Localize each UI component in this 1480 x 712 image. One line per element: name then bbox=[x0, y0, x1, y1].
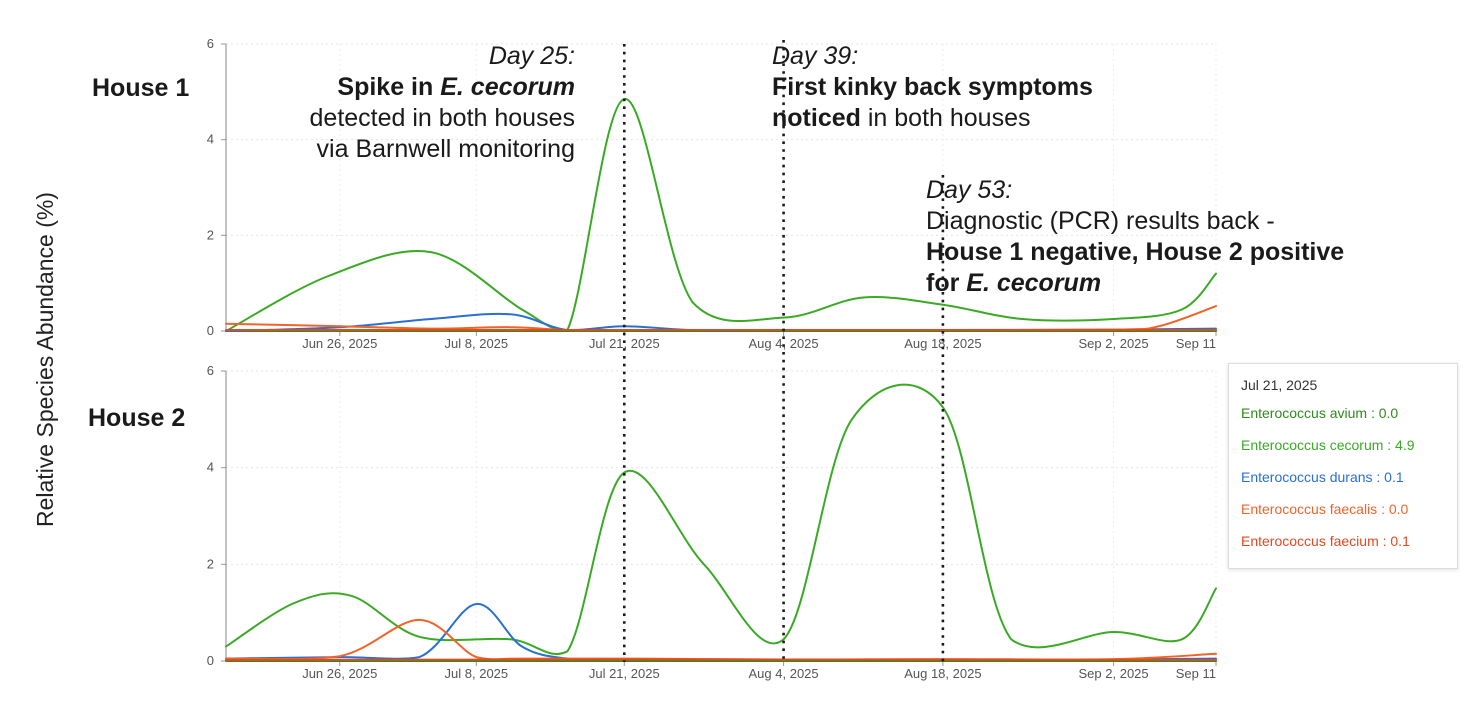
x-tick-label: Sep 2, 2025 bbox=[1079, 336, 1149, 351]
tooltip-row: Enterococcus avium : 0.0 bbox=[1241, 405, 1399, 421]
tooltip-row: Enterococcus durans : 0.1 bbox=[1241, 469, 1404, 485]
annotation-day-53: Day 53: Diagnostic (PCR) results back - … bbox=[926, 175, 1344, 299]
house-2-label: House 2 bbox=[88, 404, 186, 432]
hover-tooltip: Jul 21, 2025 Enterococcus avium : 0.0 Ent… bbox=[1228, 363, 1458, 569]
tooltip-row: Enterococcus faecium : 0.1 bbox=[1241, 533, 1410, 549]
annotation-day-39: Day 39: First kinky back symptoms notice… bbox=[772, 41, 1093, 134]
y-tick-label: 6 bbox=[207, 36, 214, 51]
day-53-line1: Diagnostic (PCR) results back - bbox=[926, 207, 1275, 235]
event-lines bbox=[622, 40, 945, 662]
day-39-line2-b: in both houses bbox=[860, 104, 1031, 132]
y-tick-label: 2 bbox=[207, 556, 214, 571]
day-25-line1-a: Spike in bbox=[337, 73, 441, 101]
y-tick-label: 4 bbox=[207, 460, 214, 475]
x-tick-label: Aug 4, 2025 bbox=[749, 336, 819, 351]
x-tick-label: Jul 21, 2025 bbox=[589, 666, 660, 681]
x-tick-label: Aug 18, 2025 bbox=[904, 336, 981, 351]
x-tick-label: Jul 8, 2025 bbox=[445, 336, 509, 351]
x-tick-label: Jun 26, 2025 bbox=[302, 336, 377, 351]
tooltip-date: Jul 21, 2025 bbox=[1241, 377, 1318, 393]
day-53-line3-a: for bbox=[926, 269, 967, 297]
x-tick-label: Sep 11 bbox=[1176, 336, 1216, 351]
y-axis-label: Relative Species Abundance (%) bbox=[32, 192, 58, 527]
day-25-line1-b: E. cecorum bbox=[440, 73, 575, 101]
x-tick-label: Aug 18, 2025 bbox=[904, 666, 981, 681]
day-39-title: Day 39: bbox=[772, 42, 859, 70]
x-tick-label: Sep 2, 2025 bbox=[1079, 666, 1149, 681]
day-25-line2: detected in both houses bbox=[309, 104, 575, 132]
y-tick-label: 4 bbox=[207, 132, 214, 147]
series-line-enterococcus-durans bbox=[225, 312, 1217, 332]
series-line-enterococcus-faecalis bbox=[225, 618, 1217, 661]
y-tick-label: 0 bbox=[207, 653, 214, 668]
series-line-enterococcus-cecorum bbox=[225, 98, 1217, 332]
day-39-line2-a: noticed bbox=[772, 104, 861, 132]
x-tick-label: Jul 8, 2025 bbox=[445, 666, 509, 681]
day-53-line2: House 1 negative, House 2 positive bbox=[926, 238, 1345, 266]
tooltip-row: Enterococcus faecalis : 0.0 bbox=[1241, 501, 1409, 517]
day-25-title: Day 25: bbox=[488, 42, 575, 70]
annotation-day-25: Day 25: Spike in E. cecorum detected in … bbox=[310, 41, 575, 165]
x-tick-label: Jun 26, 2025 bbox=[302, 666, 377, 681]
tooltip-row: Enterococcus cecorum : 4.9 bbox=[1241, 437, 1415, 453]
day-25-line3: via Barnwell monitoring bbox=[316, 135, 575, 163]
series-line-enterococcus-faecium bbox=[225, 658, 1217, 661]
panel-2: 0 2 4 6 Jun 26, 2025 Jul 8, 2025 Jul 21, 2025 A… bbox=[207, 363, 1217, 681]
x-tick-label: Sep 11 bbox=[1176, 666, 1216, 681]
x-tick-label: Aug 4, 2025 bbox=[749, 666, 819, 681]
day-53-title: Day 53: bbox=[926, 176, 1013, 204]
house-1-label: House 1 bbox=[92, 74, 190, 102]
y-tick-label: 6 bbox=[207, 363, 214, 378]
y-tick-label: 2 bbox=[207, 227, 214, 242]
day-53-line3-b: E. cecorum bbox=[966, 269, 1102, 297]
y-tick-label: 0 bbox=[207, 323, 214, 338]
x-tick-label: Jul 21, 2025 bbox=[589, 336, 660, 351]
series-line-enterococcus-durans bbox=[225, 602, 1217, 661]
day-39-line1: First kinky back symptoms bbox=[772, 73, 1093, 101]
panel-1: 0 2 4 6 Jun 26, 2025 Jul 8, 2025 Jul 21, 2025 A… bbox=[207, 36, 1217, 351]
series-line-enterococcus-cecorum bbox=[225, 383, 1217, 655]
